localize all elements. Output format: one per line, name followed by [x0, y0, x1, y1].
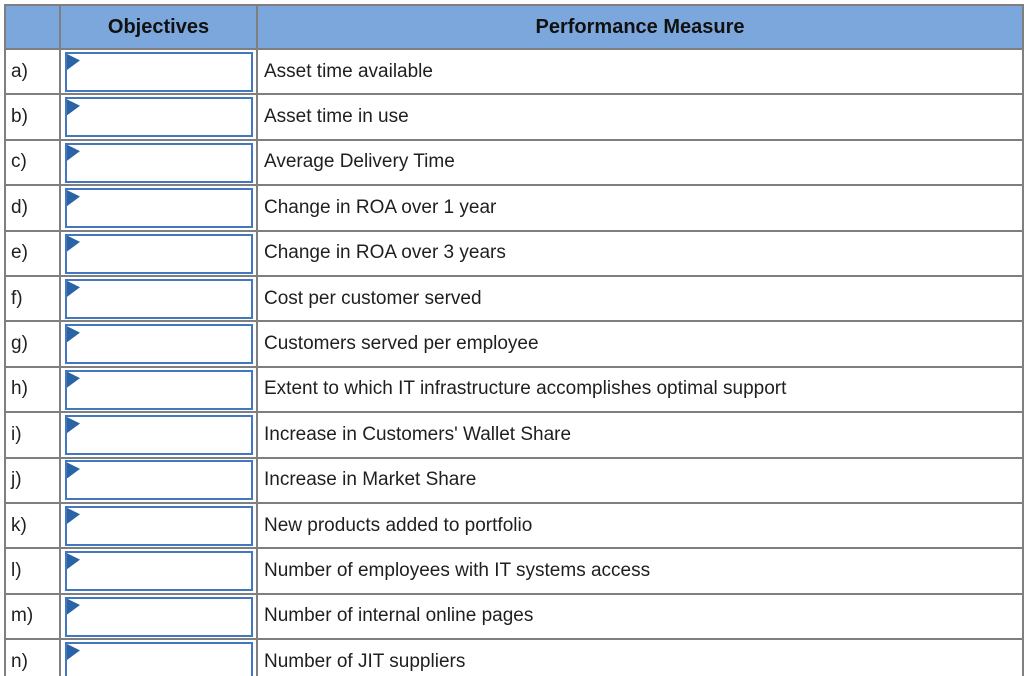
table-body: a) Asset time available b) Asset time in…	[4, 47, 1024, 676]
table-row: e) Change in ROA over 3 years	[4, 229, 1024, 277]
objectives-cell	[59, 411, 258, 459]
objective-dropdown[interactable]	[65, 369, 253, 410]
table-row: j) Increase in Market Share	[4, 456, 1024, 504]
dropdown-flag-icon	[67, 280, 80, 297]
dropdown-flag-icon	[67, 144, 80, 161]
objectives-cell	[59, 320, 258, 368]
objectives-cell	[59, 638, 258, 676]
table-row: g) Customers served per employee	[4, 320, 1024, 368]
dropdown-flag-icon	[67, 371, 80, 388]
objective-dropdown[interactable]	[65, 142, 253, 183]
row-label: n)	[4, 638, 61, 676]
performance-measure: Number of employees with IT systems acce…	[256, 547, 1024, 595]
objective-dropdown[interactable]	[65, 97, 253, 138]
row-label: k)	[4, 501, 61, 550]
objectives-cell	[59, 501, 258, 550]
table-row: c) Average Delivery Time	[4, 138, 1024, 187]
table-header: Objectives Performance Measure	[4, 4, 1024, 50]
dropdown-flag-icon	[67, 326, 80, 343]
row-label: d)	[4, 184, 61, 232]
dropdown-flag-icon	[67, 644, 80, 661]
objectives-cell	[59, 138, 258, 187]
header-row: Objectives Performance Measure	[4, 4, 1024, 50]
table-row: n) Number of JIT suppliers	[4, 638, 1024, 676]
row-label: a)	[4, 47, 61, 96]
table-row: i) Increase in Customers' Wallet Share	[4, 411, 1024, 459]
objectives-table: Objectives Performance Measure a) Asset …	[4, 4, 1024, 676]
row-label: g)	[4, 320, 61, 368]
objective-dropdown[interactable]	[65, 415, 253, 456]
dropdown-flag-icon	[67, 53, 80, 70]
objectives-cell	[59, 365, 258, 414]
performance-measure: Number of JIT suppliers	[256, 638, 1024, 676]
table-row: m) Number of internal online pages	[4, 592, 1024, 641]
objective-dropdown[interactable]	[65, 642, 253, 676]
table-row: l) Number of employees with IT systems a…	[4, 547, 1024, 595]
dropdown-flag-icon	[67, 598, 80, 615]
row-label: e)	[4, 229, 61, 277]
dropdown-flag-icon	[67, 553, 80, 570]
dropdown-flag-icon	[67, 417, 80, 434]
objective-dropdown[interactable]	[65, 233, 253, 274]
performance-measure: Number of internal online pages	[256, 592, 1024, 641]
performance-measure: Change in ROA over 1 year	[256, 184, 1024, 232]
row-label: h)	[4, 365, 61, 414]
dropdown-flag-icon	[67, 462, 80, 479]
dropdown-flag-icon	[67, 190, 80, 207]
table-row: f) Cost per customer served	[4, 274, 1024, 323]
objective-dropdown[interactable]	[65, 324, 253, 365]
table-row: h) Extent to which IT infrastructure acc…	[4, 365, 1024, 414]
table-row: d) Change in ROA over 1 year	[4, 184, 1024, 232]
objectives-cell	[59, 456, 258, 504]
objectives-cell	[59, 93, 258, 141]
performance-measure: New products added to portfolio	[256, 501, 1024, 550]
row-label: j)	[4, 456, 61, 504]
performance-measure: Asset time available	[256, 47, 1024, 96]
row-label: c)	[4, 138, 61, 187]
objective-dropdown[interactable]	[65, 596, 253, 637]
objectives-cell	[59, 184, 258, 232]
header-blank-cell	[4, 4, 61, 50]
dropdown-flag-icon	[67, 99, 80, 116]
performance-measure: Change in ROA over 3 years	[256, 229, 1024, 277]
objectives-cell	[59, 547, 258, 595]
objectives-cell	[59, 47, 258, 96]
table-row: a) Asset time available	[4, 47, 1024, 96]
performance-measure: Customers served per employee	[256, 320, 1024, 368]
dropdown-flag-icon	[67, 235, 80, 252]
performance-measure: Asset time in use	[256, 93, 1024, 141]
objective-dropdown[interactable]	[65, 505, 253, 546]
performance-measure: Average Delivery Time	[256, 138, 1024, 187]
performance-measure: Increase in Market Share	[256, 456, 1024, 504]
header-objectives: Objectives	[59, 4, 258, 50]
objectives-cell	[59, 592, 258, 641]
objective-dropdown[interactable]	[65, 51, 253, 92]
objective-dropdown[interactable]	[65, 278, 253, 319]
row-label: l)	[4, 547, 61, 595]
table-row: k) New products added to portfolio	[4, 501, 1024, 550]
row-label: m)	[4, 592, 61, 641]
table-row: b) Asset time in use	[4, 93, 1024, 141]
objective-dropdown[interactable]	[65, 188, 253, 229]
row-label: b)	[4, 93, 61, 141]
row-label: f)	[4, 274, 61, 323]
performance-measure: Cost per customer served	[256, 274, 1024, 323]
objective-dropdown[interactable]	[65, 551, 253, 592]
objective-dropdown[interactable]	[65, 460, 253, 501]
performance-measure: Increase in Customers' Wallet Share	[256, 411, 1024, 459]
dropdown-flag-icon	[67, 507, 80, 524]
objectives-cell	[59, 274, 258, 323]
header-performance-measure: Performance Measure	[256, 4, 1024, 50]
row-label: i)	[4, 411, 61, 459]
objectives-cell	[59, 229, 258, 277]
performance-measure: Extent to which IT infrastructure accomp…	[256, 365, 1024, 414]
